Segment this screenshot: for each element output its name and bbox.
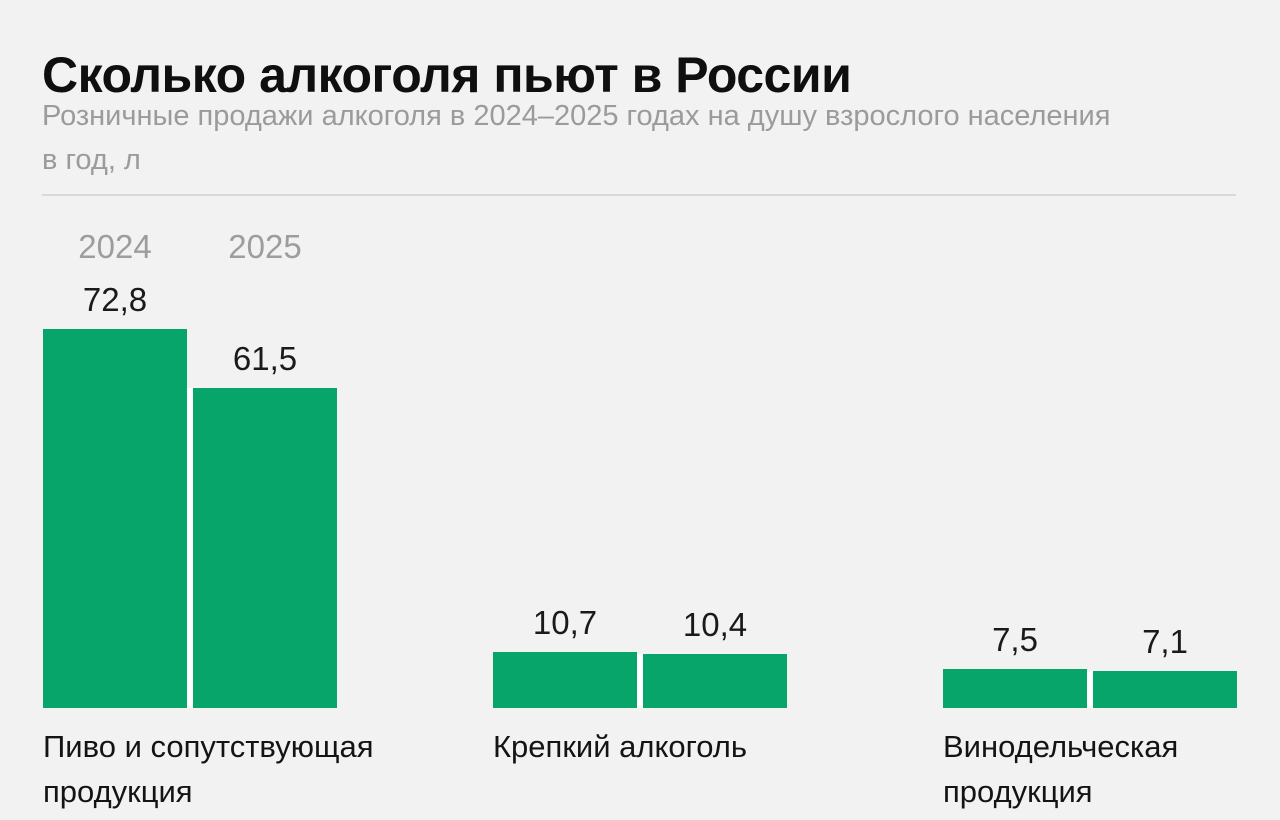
bar-value-label: 10,4 [682,606,748,643]
category-label: Винодельческая продукция [943,724,1280,814]
bar-2025-category-3 [1093,671,1237,708]
bar-2025-category-1 [193,388,337,708]
bar-pair-gap [1087,671,1093,708]
chart-subtitle-line-2: в год, л [42,144,141,176]
bar-pair-gap [187,388,193,708]
bar-value-label: 72,8 [82,281,148,318]
bar-group: 72,8 2024 61,5 2025 [43,0,337,708]
bar-2024-category-1 [43,329,187,708]
bar-value-label: 7,1 [1142,623,1188,660]
category-label-line: Крепкий алкоголь [493,729,748,764]
page-title: Сколько алкоголя пьют в России [42,46,852,103]
category-label-line: Винодельческая [943,729,1179,764]
chart-subtitle-line-1: Розничные продажи алкоголя в 2024–2025 г… [42,100,1111,132]
header-divider [42,194,1236,196]
legend-label-2024: 2024 [78,228,152,265]
legend-label-2025: 2025 [228,228,302,265]
bar-2024-category-3 [943,669,1087,708]
category-label-line: продукция [943,774,1093,809]
bar-group: 10,7 10,4 [493,0,787,708]
bar-value-label: 7,5 [992,621,1038,658]
category-label-line: продукция [43,774,193,809]
bar-2025-category-2 [643,654,787,708]
bar-value-label: 10,7 [532,604,598,641]
bar-pair-gap [637,654,643,708]
bar-2024-category-2 [493,652,637,708]
category-label: Крепкий алкоголь [493,724,953,769]
chart-subtitle: Розничные продажи алкоголя в 2024–2025 г… [42,94,1110,182]
category-label: Пиво и сопутствующая продукция [43,724,503,814]
category-label-line: Пиво и сопутствующая [43,729,374,764]
bar-value-label: 61,5 [232,340,298,377]
bar-group: 7,5 7,1 [943,0,1237,708]
